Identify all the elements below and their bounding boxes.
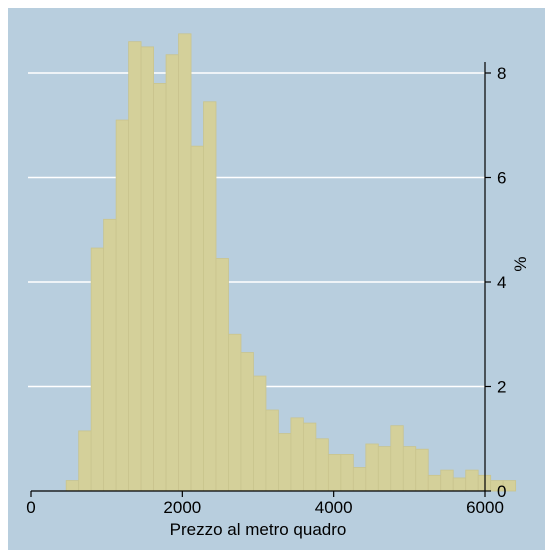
histogram-bar [253,375,267,492]
x-tick-label: 4000 [315,498,353,517]
x-tick-label: 6000 [466,498,504,517]
histogram-bar [315,438,329,492]
x-tick-label: 2000 [163,498,201,517]
y-tick-label: 0 [497,482,506,501]
histogram-bar [290,417,304,492]
histogram-bar [78,430,92,492]
histogram-bar [390,425,404,492]
histogram-bar [140,46,154,492]
histogram-bar [278,433,292,492]
histogram-bar [415,448,429,492]
y-axis-title: % [511,256,530,271]
histogram-bar [190,145,204,492]
histogram-bar [440,469,454,492]
histogram-bar [465,469,479,492]
histogram-bar [240,352,254,492]
y-tick-label: 6 [497,169,506,188]
histogram-bar [340,454,354,492]
y-tick-label: 8 [497,64,506,83]
histogram-bar [90,247,105,492]
histogram-bar [178,33,192,492]
histogram-bar [103,218,117,492]
histogram-bar [115,119,130,492]
y-tick-label: 4 [497,273,506,292]
histogram-bar [265,409,279,492]
histogram-bar [352,467,367,492]
histogram-bar [215,258,229,492]
histogram-bar [327,454,342,492]
histogram-bar [153,83,167,492]
histogram-bar [365,443,379,492]
histogram-bar [65,480,80,492]
histogram-bar [502,480,517,492]
histogram-bar [165,54,179,492]
histogram-bar [302,422,317,492]
histogram-bar [452,477,467,492]
histogram-bar [128,41,142,492]
histogram-bar [228,333,242,492]
x-tick-label: 0 [26,498,35,517]
x-axis-title: Prezzo al metro quadro [170,520,347,539]
histogram-bar [203,101,217,492]
bars [65,33,517,492]
histogram-bar [402,446,417,492]
histogram-bar [377,446,392,492]
histogram-bar [427,474,442,492]
y-tick-label: 2 [497,378,506,397]
